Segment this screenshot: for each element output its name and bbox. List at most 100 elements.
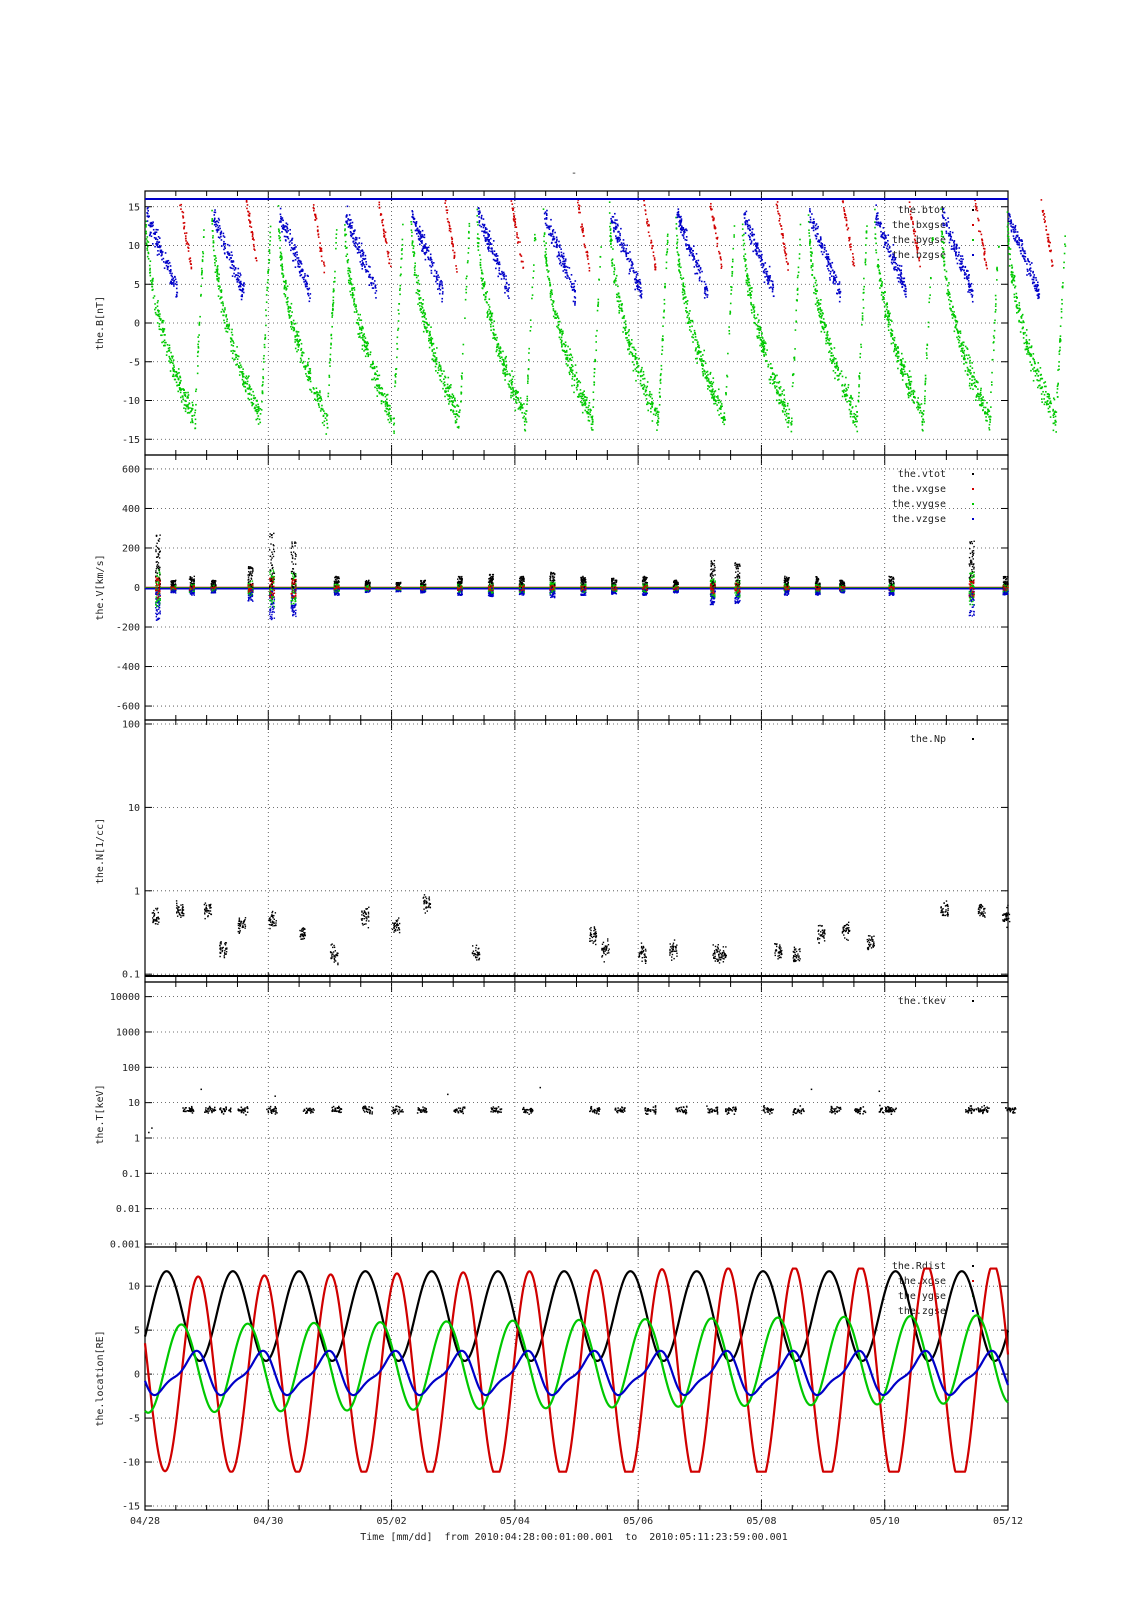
data-point xyxy=(511,207,514,210)
data-point xyxy=(824,246,826,249)
data-point xyxy=(651,420,654,422)
data-point xyxy=(487,248,490,250)
data-point xyxy=(571,375,574,378)
data-point xyxy=(825,324,827,326)
data-point xyxy=(512,393,515,396)
data-point xyxy=(483,285,485,288)
data-point xyxy=(517,241,520,243)
data-point xyxy=(361,325,363,328)
data-point xyxy=(754,317,756,320)
data-point xyxy=(292,329,295,332)
data-point xyxy=(314,392,317,395)
data-point xyxy=(381,392,383,394)
data-point xyxy=(703,369,705,372)
data-point xyxy=(216,273,219,275)
data-point xyxy=(452,245,454,248)
data-point xyxy=(814,281,817,284)
data-point xyxy=(790,430,793,433)
data-point xyxy=(854,420,857,423)
data-point xyxy=(329,358,331,360)
data-point xyxy=(283,293,285,295)
data-point xyxy=(744,253,747,255)
data-point xyxy=(297,344,299,346)
data-point xyxy=(265,301,268,303)
data-point xyxy=(423,316,426,319)
data-point xyxy=(332,301,335,304)
data-point xyxy=(191,418,193,420)
data-point xyxy=(571,286,573,289)
data-point xyxy=(627,252,630,255)
data-point xyxy=(456,418,458,421)
data-point xyxy=(642,373,645,376)
data-point xyxy=(287,237,290,240)
data-point xyxy=(636,357,638,359)
data-point xyxy=(765,268,767,270)
data-point xyxy=(569,370,572,372)
data-point xyxy=(619,300,622,302)
data-point xyxy=(430,338,432,341)
data-point xyxy=(861,317,864,319)
data-point xyxy=(441,300,443,303)
data-point xyxy=(581,404,583,406)
data-point xyxy=(154,311,157,314)
data-point xyxy=(440,279,442,282)
data-point xyxy=(481,287,484,289)
data-point xyxy=(324,417,327,419)
data-point xyxy=(616,296,618,299)
data-point xyxy=(185,400,187,403)
data-point xyxy=(712,381,715,384)
data-point xyxy=(367,342,370,345)
data-point xyxy=(815,237,818,240)
data-point xyxy=(492,258,495,261)
data-point xyxy=(807,220,810,223)
data-point xyxy=(242,288,245,291)
data-point xyxy=(850,413,853,415)
data-point xyxy=(614,226,617,229)
data-point xyxy=(817,233,819,235)
data-point xyxy=(633,348,636,351)
data-point xyxy=(345,221,348,224)
data-point xyxy=(319,250,321,253)
data-point xyxy=(720,412,722,415)
data-point xyxy=(682,227,685,229)
data-point xyxy=(514,409,517,412)
data-point xyxy=(219,232,222,234)
data-point xyxy=(546,264,549,267)
data-point xyxy=(774,381,776,383)
data-point xyxy=(301,270,304,272)
data-point xyxy=(626,339,628,342)
data-point xyxy=(560,340,563,343)
data-point xyxy=(229,266,232,269)
data-point xyxy=(250,231,253,234)
data-point xyxy=(810,264,813,267)
data-point xyxy=(783,249,786,251)
data-point xyxy=(608,212,611,214)
data-point xyxy=(344,233,346,236)
data-point xyxy=(505,366,508,368)
data-point xyxy=(663,309,666,312)
data-point xyxy=(358,326,361,329)
data-point xyxy=(751,290,753,293)
data-point xyxy=(484,230,486,232)
data-point xyxy=(156,244,158,246)
data-point xyxy=(748,278,750,280)
data-point xyxy=(906,373,908,375)
data-point xyxy=(838,283,841,285)
data-point xyxy=(694,272,696,275)
data-point xyxy=(676,251,679,253)
data-point xyxy=(489,323,492,326)
data-point xyxy=(838,300,841,303)
y-tick-label: -15 xyxy=(122,435,140,446)
data-point xyxy=(415,222,418,225)
data-point xyxy=(663,310,665,313)
data-point xyxy=(188,402,191,405)
data-point xyxy=(417,231,420,234)
data-point xyxy=(616,239,619,242)
data-point xyxy=(372,360,374,363)
data-point xyxy=(680,231,682,234)
data-point xyxy=(882,292,885,295)
data-point xyxy=(371,278,374,280)
data-point xyxy=(461,352,464,355)
data-point xyxy=(238,374,241,376)
data-point xyxy=(613,264,615,267)
